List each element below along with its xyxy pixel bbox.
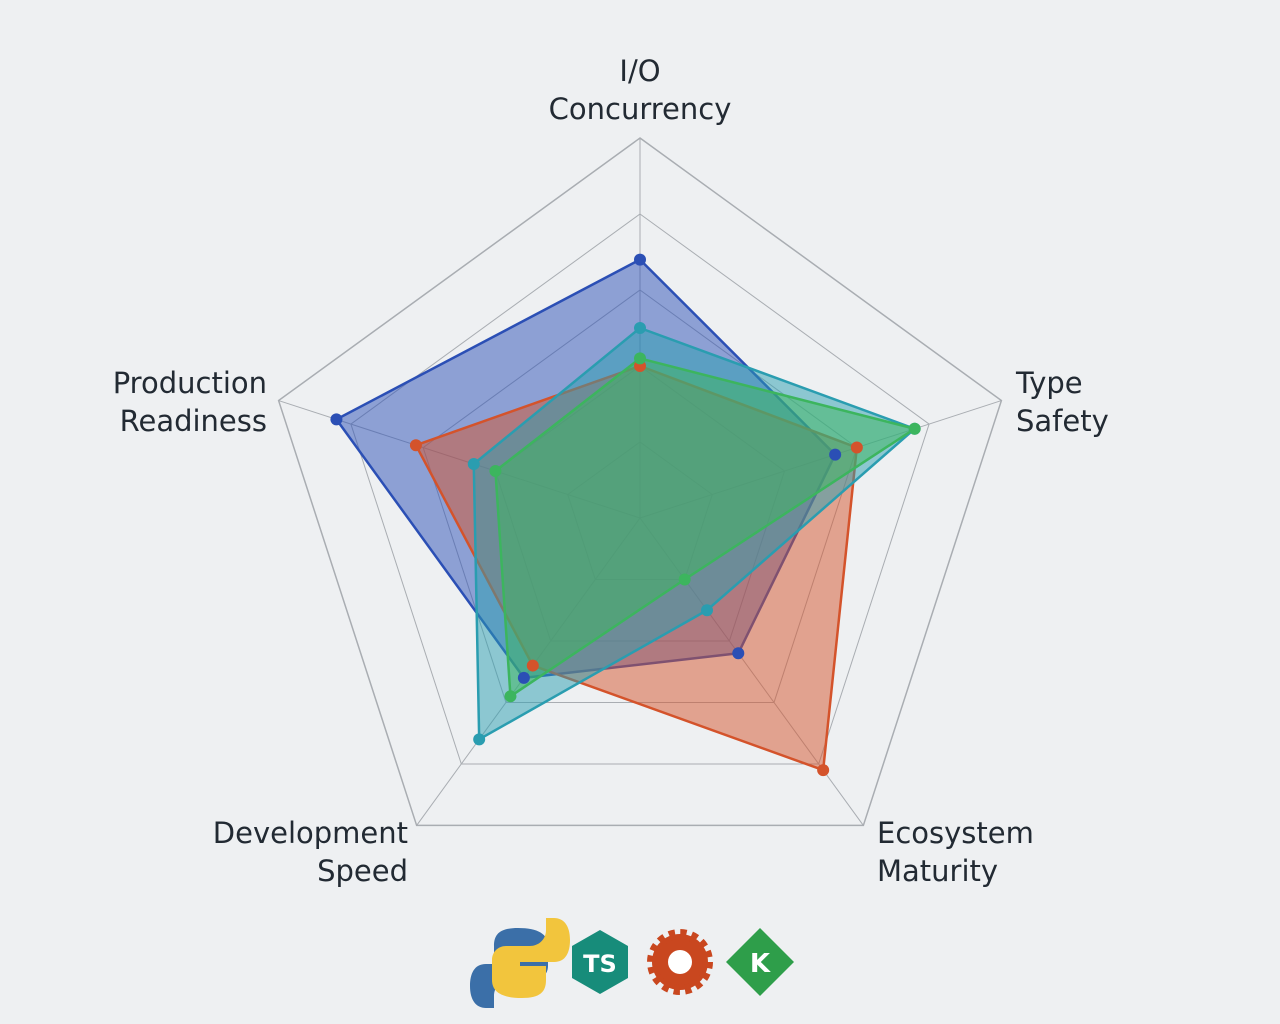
axis-label: Type Safety [1016,366,1109,438]
data-point [473,733,486,746]
ts-text: TS [583,950,617,978]
grid-ring [277,137,1003,827]
data-point [732,647,745,660]
axis-label: I/O Concurrency [548,54,732,126]
legend-icons: TS K [470,918,794,1008]
axis-label: Development Speed [212,816,408,888]
data-point [817,764,830,777]
data-point [829,448,842,461]
kotlin-icon: K [726,928,794,996]
data-point [678,573,691,586]
data-point [330,413,343,426]
data-point [634,322,646,334]
data-point [526,659,539,672]
rust-icon [647,929,713,995]
series-areas [330,253,921,777]
data-point [701,604,714,617]
data-point [634,253,646,266]
axis-label: Ecosystem Maturity [877,816,1034,888]
data-point [850,441,863,454]
data-point [504,690,517,703]
data-point [908,422,921,435]
python-icon [470,918,570,1008]
data-point [489,465,502,478]
data-point [517,671,530,684]
data-point [467,457,480,470]
axis-label: Production Readiness [112,366,267,438]
series-area [494,357,916,698]
ts-icon: TS [572,930,628,994]
data-point [634,352,646,365]
data-point [409,439,422,452]
k-text: K [750,949,771,979]
